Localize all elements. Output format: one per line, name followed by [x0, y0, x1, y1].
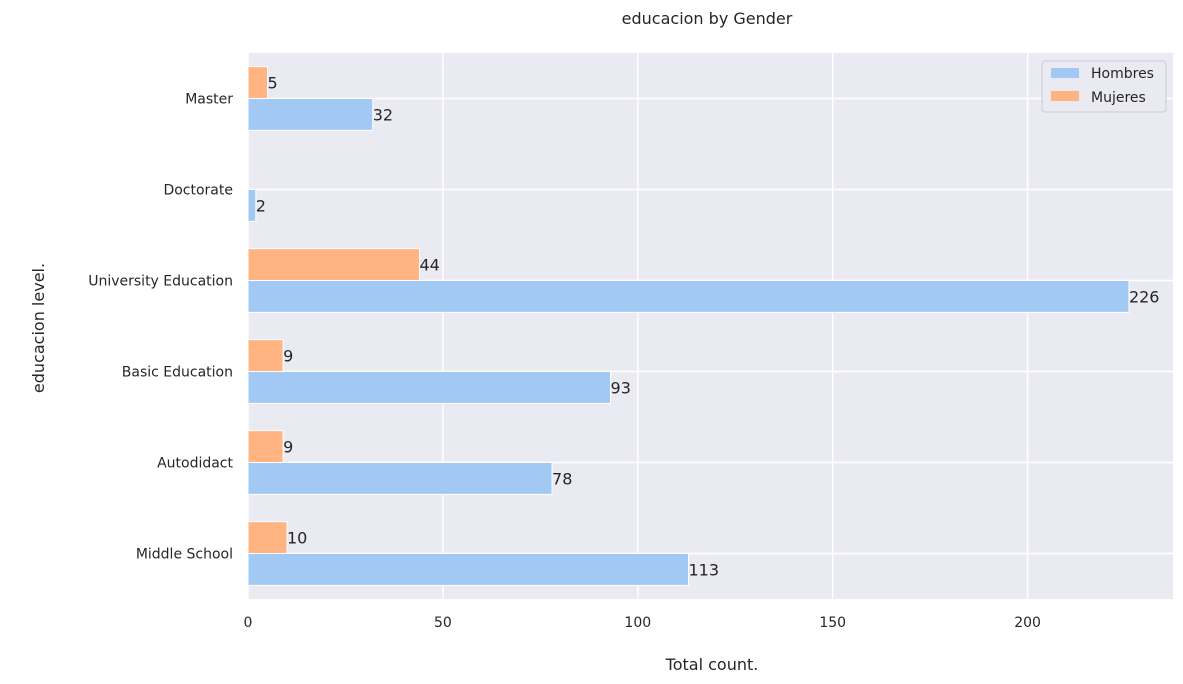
x-tick-label: 150 — [819, 615, 846, 631]
tick-labels: 0 50 100 150 200 Master Doctorate University Ed… — [88, 92, 1041, 632]
plot-background — [248, 53, 1173, 599]
y-tick-label: University Education — [88, 274, 233, 290]
bar-hombres — [247, 98, 374, 131]
data-label-hombres: 93 — [611, 378, 631, 397]
legend: Hombres Mujeres — [1041, 60, 1167, 113]
bar-mujeres — [247, 339, 284, 372]
bar-hombres — [247, 462, 553, 495]
data-label-mujeres: 10 — [287, 529, 307, 548]
legend-label-mujeres: Mujeres — [1091, 90, 1146, 106]
chart-title: educacion by Gender — [622, 9, 793, 28]
legend-label-hombres: Hombres — [1091, 66, 1154, 82]
bar-hombres — [247, 371, 612, 404]
data-label-hombres: 113 — [688, 560, 719, 579]
y-axis-title: educacion level. — [29, 263, 48, 393]
data-label-mujeres: 9 — [283, 347, 293, 366]
x-tick-label: 200 — [1014, 615, 1041, 631]
x-axis-title: Total count. — [665, 655, 759, 674]
x-tick-label: 100 — [624, 615, 651, 631]
bar-mujeres — [247, 248, 421, 281]
bar-mujeres — [247, 66, 268, 100]
bar-mujeres — [247, 430, 284, 463]
bar-hombres — [247, 280, 1130, 313]
legend-swatch-mujeres — [1051, 91, 1079, 101]
data-label-hombres: 226 — [1129, 287, 1160, 306]
data-label-mujeres: 44 — [420, 256, 440, 275]
data-label-hombres: 32 — [373, 105, 393, 124]
y-tick-label: Master — [185, 92, 233, 108]
bar-hombres — [247, 189, 257, 222]
y-tick-label: Basic Education — [122, 365, 233, 381]
bar-mujeres — [247, 521, 288, 555]
y-tick-label: Middle School — [136, 547, 233, 563]
data-label-hombres: 78 — [552, 469, 572, 488]
data-label-hombres: 2 — [256, 196, 266, 215]
legend-swatch-hombres — [1051, 68, 1079, 78]
data-label-mujeres: 5 — [267, 74, 277, 93]
data-label-mujeres: 9 — [283, 438, 293, 457]
x-tick-label: 0 — [244, 615, 253, 631]
y-tick-label: Autodidact — [157, 456, 233, 472]
data-labels: 5 32 2 44 226 9 93 9 78 10 113 — [256, 74, 1160, 580]
x-tick-label: 50 — [434, 615, 452, 631]
bars — [247, 66, 1130, 586]
bar-hombres — [247, 553, 689, 586]
y-tick-label: Doctorate — [163, 183, 233, 199]
